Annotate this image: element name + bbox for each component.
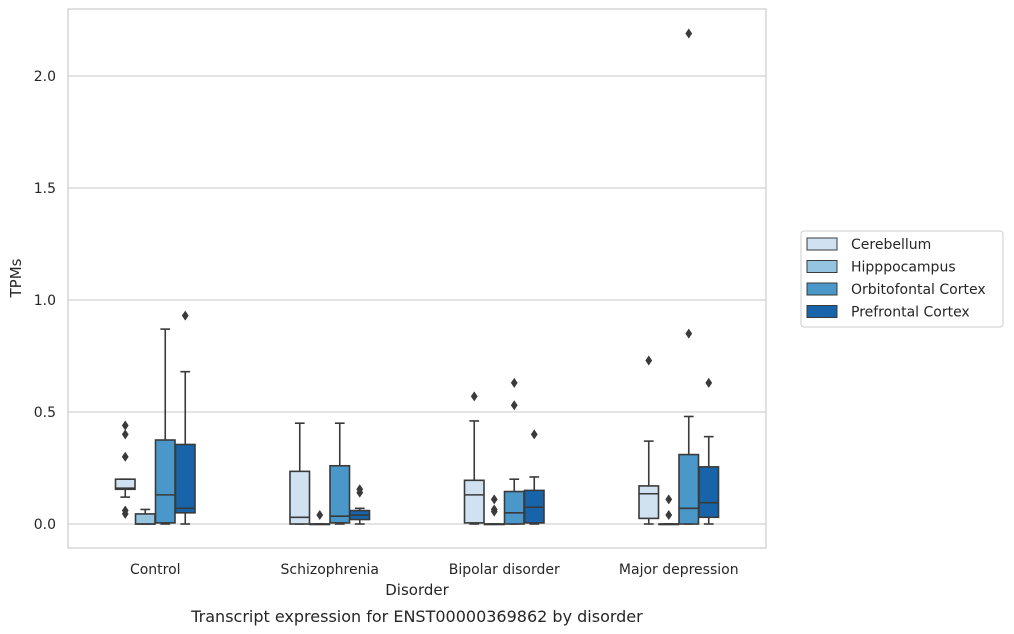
x-tick-label: Schizophrenia bbox=[281, 562, 379, 578]
y-tick-label: 0.5 bbox=[34, 405, 56, 421]
box-iqr bbox=[289, 470, 311, 525]
box-prefrontal-cortex bbox=[523, 429, 545, 525]
legend-label: Hipppocampus bbox=[851, 260, 956, 276]
outlier-point bbox=[121, 508, 129, 519]
box-series bbox=[114, 28, 720, 526]
x-tick-labels: Control Schizophrenia Bipolar disorder Majo… bbox=[130, 562, 739, 578]
box-hipppocampus bbox=[658, 494, 680, 526]
y-axis-label: TPMs bbox=[7, 258, 25, 298]
outlier-point bbox=[510, 400, 518, 411]
box-iqr bbox=[174, 443, 196, 514]
legend-swatch bbox=[806, 282, 838, 296]
legend-label: Orbitofontal Cortex bbox=[851, 282, 986, 298]
outlier-point bbox=[490, 494, 498, 505]
x-tick-label: Bipolar disorder bbox=[449, 562, 560, 578]
box-orbitofontal-cortex bbox=[329, 422, 351, 525]
box-iqr bbox=[503, 490, 525, 525]
box-iqr bbox=[463, 479, 485, 524]
legend-label: Cerebellum bbox=[851, 237, 931, 253]
box-hipppocampus bbox=[483, 494, 505, 526]
box-cerebellum bbox=[114, 420, 136, 519]
outlier-point bbox=[530, 429, 538, 440]
legend-swatch bbox=[806, 237, 838, 251]
box-iqr bbox=[329, 464, 351, 524]
y-tick-label: 0.0 bbox=[34, 517, 56, 533]
x-tick-label: Control bbox=[130, 562, 181, 578]
chart-caption: Transcript expression for ENST0000036986… bbox=[190, 607, 643, 626]
outlier-point bbox=[356, 487, 364, 498]
outlier-point bbox=[685, 328, 693, 339]
box-orbitofontal-cortex bbox=[503, 377, 525, 525]
outlier-point bbox=[121, 420, 129, 431]
y-tick-label: 1.5 bbox=[34, 181, 56, 197]
outlier-point bbox=[470, 391, 478, 402]
box-prefrontal-cortex bbox=[698, 377, 720, 525]
x-tick-label: Major depression bbox=[619, 562, 739, 578]
legend-label: Prefrontal Cortex bbox=[851, 305, 970, 321]
box-iqr bbox=[638, 485, 660, 520]
legend: Cerebellum Hipppocampus Orbitofontal Corte… bbox=[800, 230, 1004, 328]
outlier-point bbox=[685, 28, 693, 39]
box-prefrontal-cortex bbox=[174, 310, 196, 525]
outlier-point bbox=[665, 494, 673, 505]
box-cerebellum bbox=[463, 391, 485, 525]
box-iqr bbox=[678, 453, 700, 525]
outlier-point bbox=[181, 310, 189, 321]
legend-frame bbox=[800, 230, 1004, 328]
legend-swatch bbox=[806, 305, 838, 318]
outlier-point bbox=[705, 377, 713, 388]
outlier-point bbox=[665, 510, 673, 521]
y-tick-label: 1.0 bbox=[34, 293, 56, 309]
outlier-point bbox=[121, 429, 129, 440]
x-axis-label: Disorder bbox=[385, 581, 449, 599]
box-hipppocampus bbox=[309, 510, 331, 526]
legend-swatch bbox=[806, 260, 838, 273]
box-cerebellum bbox=[638, 355, 660, 525]
outlier-point bbox=[121, 451, 129, 462]
y-tick-label: 2.0 bbox=[34, 69, 56, 85]
box-iqr bbox=[114, 478, 136, 491]
box-prefrontal-cortex bbox=[349, 484, 371, 525]
outlier-point bbox=[510, 377, 518, 388]
box-iqr bbox=[154, 439, 176, 524]
box-iqr bbox=[134, 513, 156, 525]
box-cerebellum bbox=[289, 422, 311, 525]
outlier-point bbox=[490, 506, 498, 517]
box-iqr bbox=[698, 466, 720, 519]
outlier-point bbox=[645, 355, 653, 366]
outlier-point bbox=[316, 510, 324, 521]
box-orbitofontal-cortex bbox=[154, 328, 176, 525]
y-tick-labels: 0.0 0.5 1.0 1.5 2.0 bbox=[34, 69, 56, 533]
